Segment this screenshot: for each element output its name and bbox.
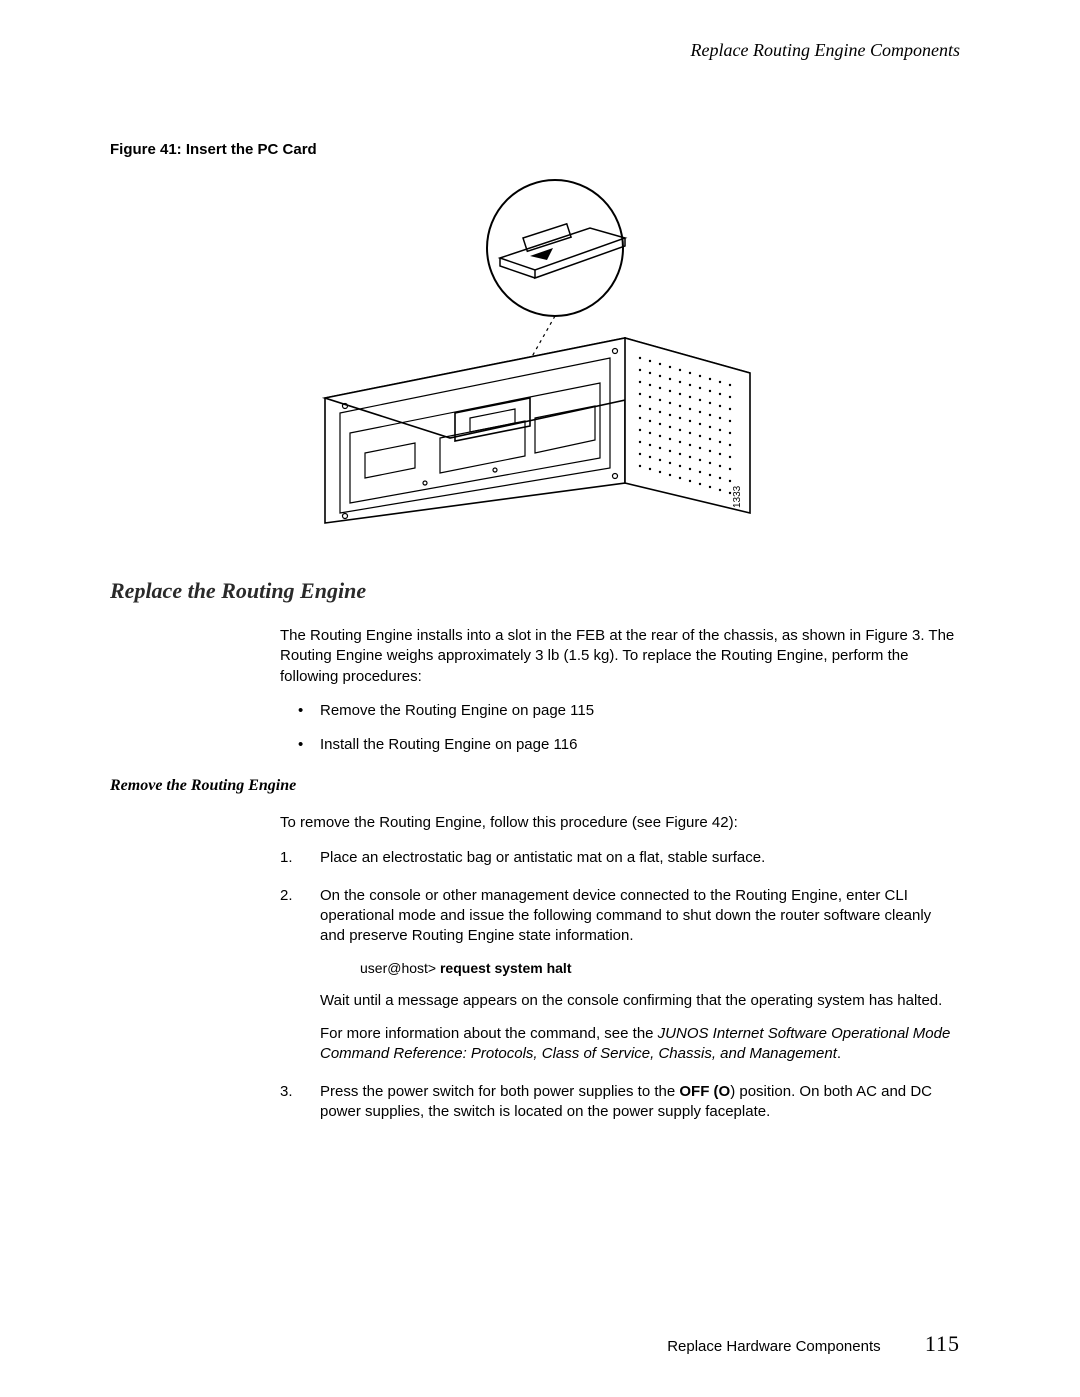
steps-list: Place an electrostatic bag or antistatic… <box>280 848 960 1123</box>
list-item: Remove the Routing Engine on page 115 <box>280 701 960 721</box>
text-run: For more information about the command, … <box>320 1025 658 1042</box>
text-run: . <box>837 1045 841 1062</box>
cli-command: user@host> request system halt <box>360 959 960 978</box>
cli-prompt: user@host> <box>360 960 436 976</box>
step-text: Press the power switch for both power su… <box>320 1082 960 1123</box>
step-2: On the console or other management devic… <box>280 886 960 1064</box>
sub-intro-paragraph: To remove the Routing Engine, follow thi… <box>280 813 960 833</box>
figure-id-label: 1333 <box>732 485 743 508</box>
section-heading: Replace the Routing Engine <box>110 578 960 604</box>
list-item: Install the Routing Engine on page 116 <box>280 735 960 755</box>
section-intro-block: The Routing Engine installs into a slot … <box>280 626 960 755</box>
switch-label-off: OFF <box>679 1083 709 1100</box>
step-text: On the console or other management devic… <box>320 886 960 947</box>
step-text: For more information about the command, … <box>320 1024 960 1065</box>
footer-chapter: Replace Hardware Components <box>667 1338 880 1355</box>
step-1: Place an electrostatic bag or antistatic… <box>280 848 960 868</box>
text-run: Press the power switch for both power su… <box>320 1083 679 1100</box>
figure-illustration: 1333 <box>295 178 775 538</box>
step-3: Press the power switch for both power su… <box>280 1082 960 1123</box>
step-text: Wait until a message appears on the cons… <box>320 991 960 1011</box>
figure-caption: Figure 41: Insert the PC Card <box>110 141 960 158</box>
running-head: Replace Routing Engine Components <box>110 40 960 61</box>
page-number: 115 <box>925 1331 960 1356</box>
intro-paragraph: The Routing Engine installs into a slot … <box>280 626 960 687</box>
step-text: Place an electrostatic bag or antistatic… <box>320 848 960 868</box>
procedure-links-list: Remove the Routing Engine on page 115 In… <box>280 701 960 756</box>
switch-label-o: (O <box>709 1083 730 1100</box>
page: Replace Routing Engine Components Figure… <box>0 0 1080 1397</box>
figure-wrap: 1333 <box>110 178 960 538</box>
subsection-heading: Remove the Routing Engine <box>110 777 960 795</box>
cli-command-text: request system halt <box>440 960 572 976</box>
page-footer: Replace Hardware Components 115 <box>667 1331 960 1357</box>
subsection-body: To remove the Routing Engine, follow thi… <box>280 813 960 1122</box>
